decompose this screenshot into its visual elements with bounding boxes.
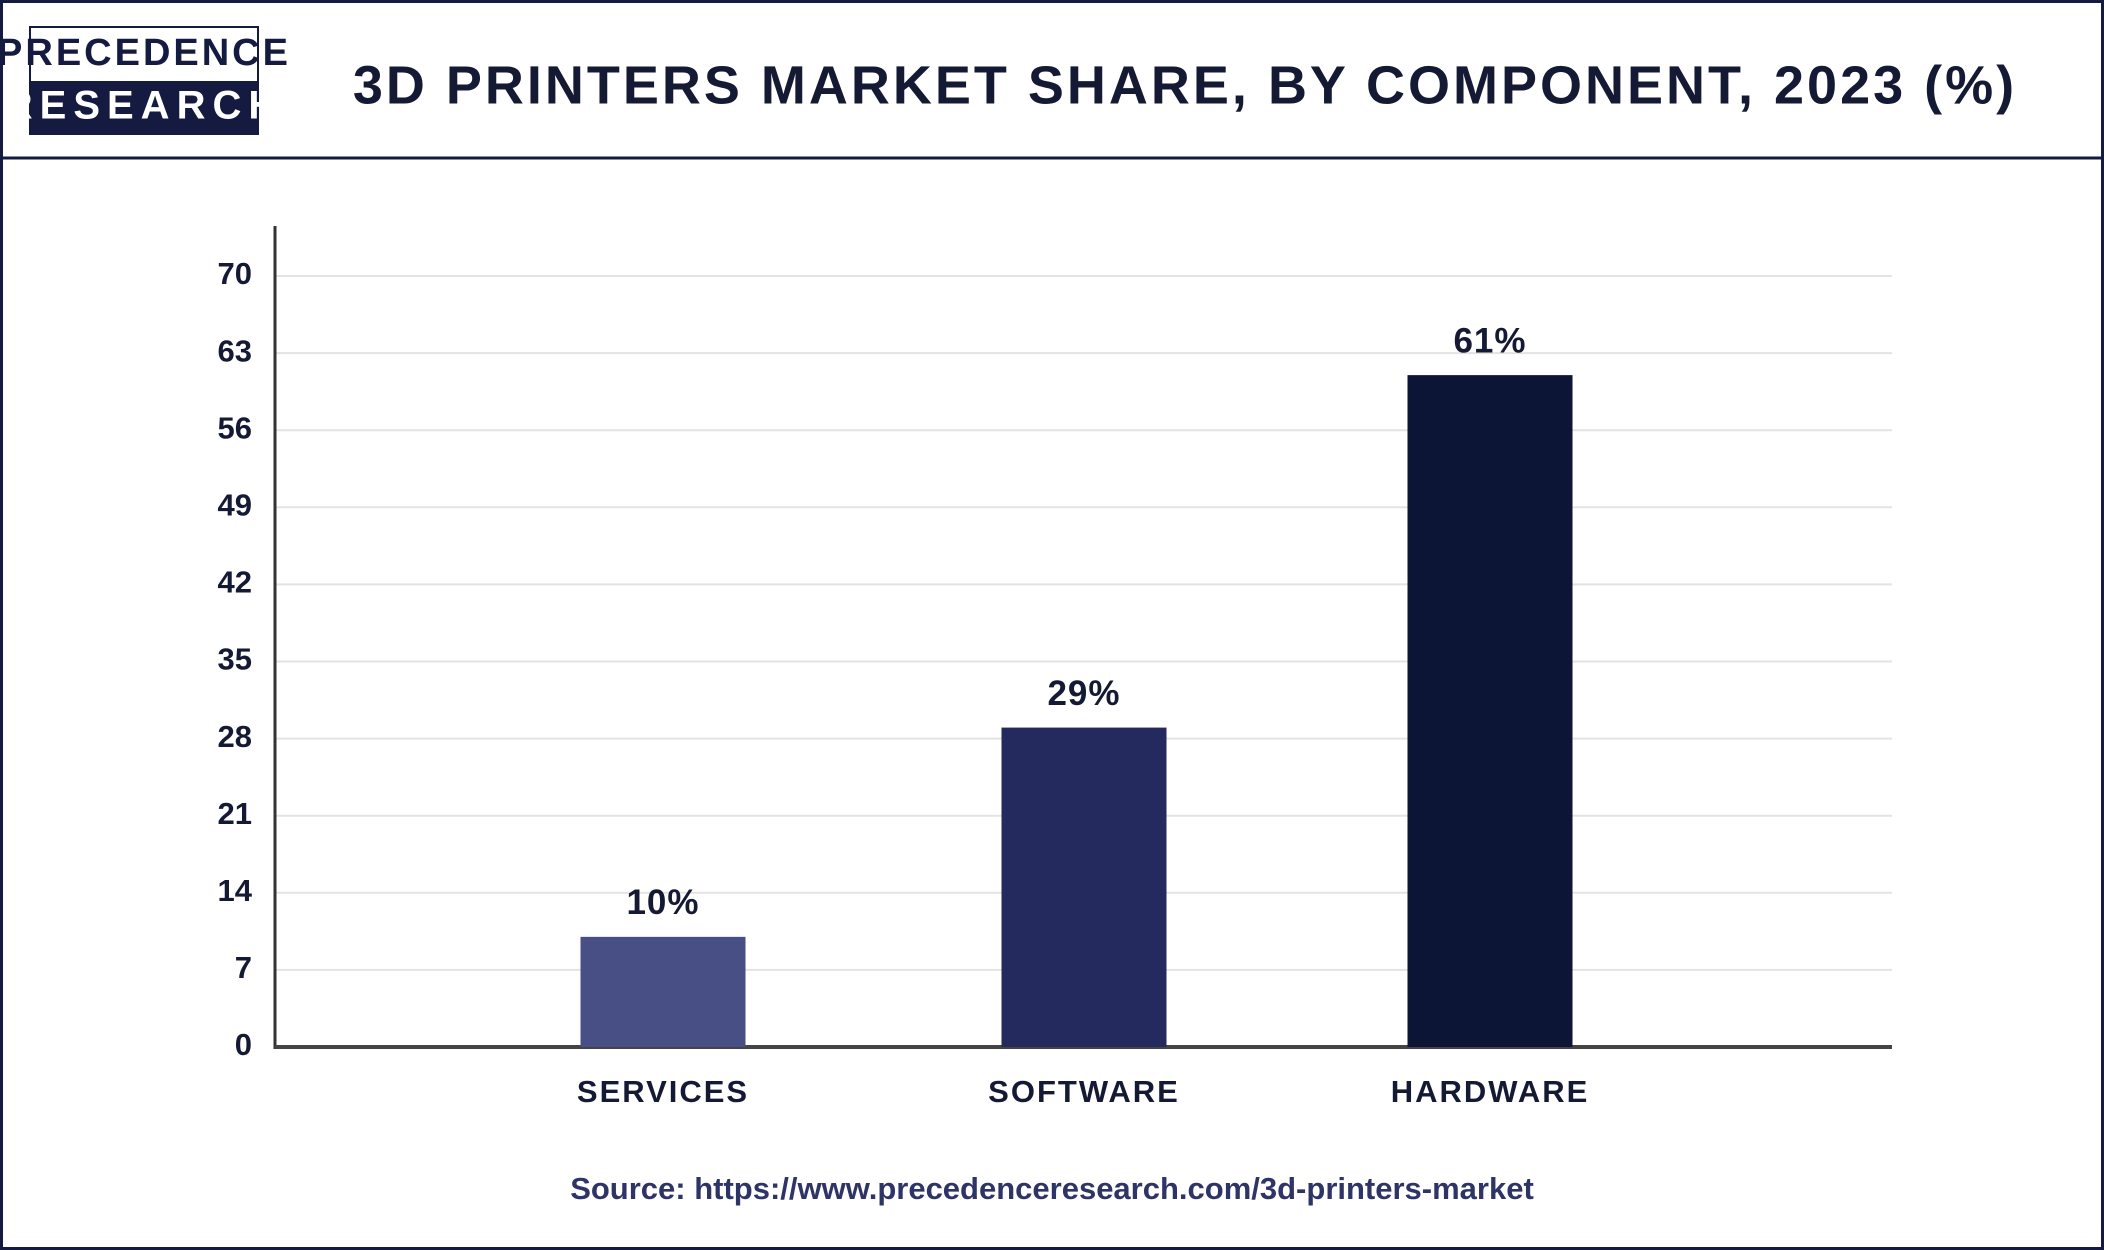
y-tick-label: 70	[218, 256, 252, 291]
y-tick-label: 63	[218, 333, 252, 368]
source: Source: https://www.precedenceresearch.c…	[570, 1171, 1534, 1206]
value-label: 61%	[1453, 321, 1526, 360]
x-tick-label: HARDWARE	[1391, 1074, 1590, 1109]
value-label: 10%	[626, 883, 699, 922]
y-tick-label: 49	[218, 487, 252, 522]
y-tick-label: 14	[218, 873, 253, 908]
bar	[580, 936, 746, 1047]
y-tick-label: 42	[218, 565, 252, 600]
y-tick-label: 0	[235, 1027, 252, 1062]
y-tick-label: 28	[218, 719, 252, 754]
chart-title: 3D PRINTERS MARKET SHARE, BY COMPONENT, …	[353, 55, 2017, 115]
y-tick-label: 21	[218, 796, 252, 831]
logo-band	[31, 81, 257, 133]
x-tick-label: SOFTWARE	[988, 1074, 1180, 1109]
y-tick-label: 7	[235, 950, 252, 985]
value-label: 29%	[1047, 674, 1120, 713]
logo-line-1: PRECEDENCE	[0, 32, 291, 74]
x-tick-label: SERVICES	[577, 1074, 749, 1109]
bar	[1001, 727, 1167, 1047]
y-tick-label: 56	[218, 410, 252, 445]
bar	[1407, 375, 1573, 1048]
logo-line-2: RESEARCH	[4, 84, 284, 128]
y-tick-label: 35	[218, 642, 252, 677]
